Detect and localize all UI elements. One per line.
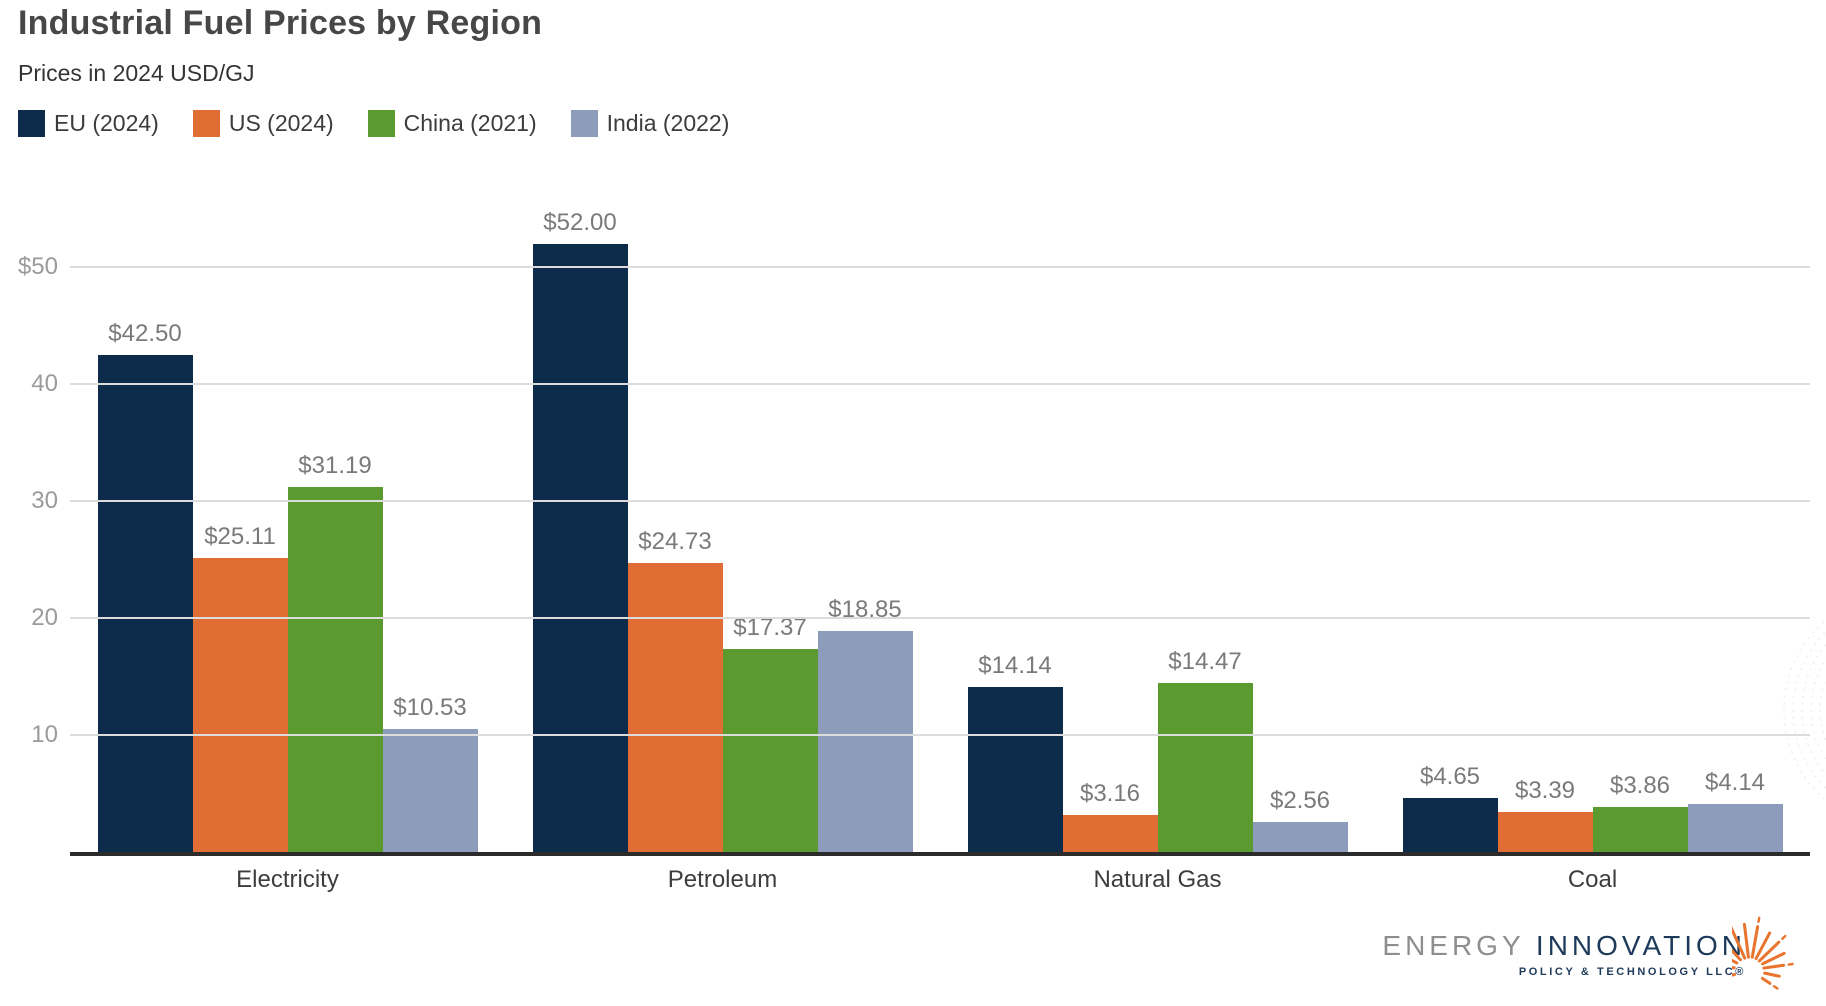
gridline-30 [70, 500, 1810, 502]
y-tick-label: 40 [31, 370, 58, 397]
bar-us-2024-petroleum: $24.73 [627, 528, 723, 852]
chart-legend: EU (2024) US (2024) China (2021) India (202… [18, 110, 729, 137]
bar-china-2021-petroleum: $17.37 [722, 614, 818, 852]
bar-value-label: $4.14 [1704, 768, 1766, 796]
bar-china-2021-natural-gas: $14.47 [1157, 648, 1253, 852]
bar-eu-2024-petroleum: $52.00 [532, 209, 628, 852]
logo-brand-primary: ENERGY [1382, 930, 1525, 961]
bar-eu-2024-coal: $4.65 [1402, 763, 1498, 852]
bar-value-label: $14.47 [1168, 647, 1242, 675]
gridline-10 [70, 734, 1810, 736]
x-label-electricity: Electricity [236, 866, 339, 893]
bar-us-2024-electricity: $25.11 [192, 523, 288, 852]
sunburst-icon [1732, 916, 1794, 990]
bar-value-label: $52.00 [543, 208, 617, 236]
chart-subtitle: Prices in 2024 USD/GJ [18, 60, 255, 86]
plot-area: $42.50 $25.11 $31.19 $10.53 $52.00 $24.73 $17.… [18, 170, 1810, 893]
y-tick-label: 10 [31, 721, 58, 748]
bar-value-label: $4.65 [1419, 762, 1481, 790]
bar-china-2021-coal: $3.86 [1592, 772, 1688, 852]
logo-brand-secondary: INNOVATION [1535, 930, 1746, 961]
legend-item-india-2022: India (2022) [570, 110, 730, 137]
bar-value-label: $25.11 [204, 523, 276, 551]
bar-value-label: $3.86 [1609, 771, 1671, 799]
gridline-50 [70, 266, 1810, 268]
logo-tagline: POLICY & TECHNOLOGY LLC® [1518, 966, 1746, 978]
legend-item-us-2024: US (2024) [192, 110, 334, 137]
bar-group-natural-gas: $14.14 $3.16 $14.47 $2.56 [940, 170, 1375, 852]
legend-swatch [192, 110, 220, 137]
legend-label: EU (2024) [54, 110, 159, 136]
bar-us-2024-natural-gas: $3.16 [1062, 780, 1158, 852]
x-label-natural-gas: Natural Gas [1093, 866, 1222, 893]
bar-value-label: $10.53 [393, 693, 467, 721]
x-label-petroleum: Petroleum [667, 866, 778, 893]
gridline-20 [70, 617, 1810, 619]
y-tick-label: 20 [31, 604, 58, 631]
bar-india-2022-electricity: $10.53 [382, 694, 478, 852]
bar-value-label: $18.85 [828, 596, 902, 624]
bar-group-electricity: $42.50 $25.11 $31.19 $10.53 [70, 170, 505, 852]
legend-swatch [18, 110, 45, 137]
bar-group-coal: $4.65 $3.39 $3.86 $4.14 [1375, 170, 1810, 852]
energy-innovation-logo: ENERGY INNOVATION POLICY & TECHNOLOGY LL… [1382, 906, 1810, 998]
legend-label: China (2021) [403, 110, 537, 136]
bar-value-label: $2.56 [1269, 787, 1331, 815]
legend-item-eu-2024: EU (2024) [18, 110, 159, 137]
x-axis-labels: Electricity Petroleum Natural Gas Coal [70, 866, 1810, 894]
gridline-40 [70, 383, 1810, 385]
bar-value-label: $42.50 [108, 319, 182, 347]
logo-brand: ENERGY INNOVATION [1382, 930, 1746, 962]
y-tick-label: $50 [17, 253, 58, 280]
x-label-coal: Coal [1567, 866, 1618, 893]
bar-group-petroleum: $52.00 $24.73 $17.37 $18.85 [505, 170, 940, 852]
bar-us-2024-coal: $3.39 [1497, 777, 1593, 852]
bar-groups: $42.50 $25.11 $31.19 $10.53 $52.00 $24.73 $17.… [70, 170, 1810, 852]
bar-india-2022-natural-gas: $2.56 [1252, 787, 1348, 852]
legend-label: US (2024) [228, 110, 334, 136]
y-tick-label: 30 [31, 487, 58, 514]
legend-item-china-2021: China (2021) [367, 110, 537, 137]
bar-value-label: $3.39 [1514, 777, 1576, 805]
bar-value-label: $24.73 [638, 527, 712, 555]
bar-value-label: $31.19 [298, 452, 372, 480]
bar-eu-2024-electricity: $42.50 [97, 320, 193, 852]
legend-swatch [367, 110, 395, 137]
legend-swatch [570, 110, 598, 137]
bar-india-2022-petroleum: $18.85 [817, 596, 913, 852]
bar-china-2021-electricity: $31.19 [287, 452, 383, 852]
bar-value-label: $14.14 [978, 651, 1052, 679]
bar-value-label: $3.16 [1079, 780, 1141, 808]
legend-label: India (2022) [606, 110, 730, 136]
bar-india-2022-coal: $4.14 [1687, 769, 1783, 852]
chart-title: Industrial Fuel Prices by Region [18, 4, 543, 42]
logo-text: ENERGY INNOVATION POLICY & TECHNOLOGY LL… [1382, 930, 1746, 978]
bar-eu-2024-natural-gas: $14.14 [967, 652, 1063, 852]
